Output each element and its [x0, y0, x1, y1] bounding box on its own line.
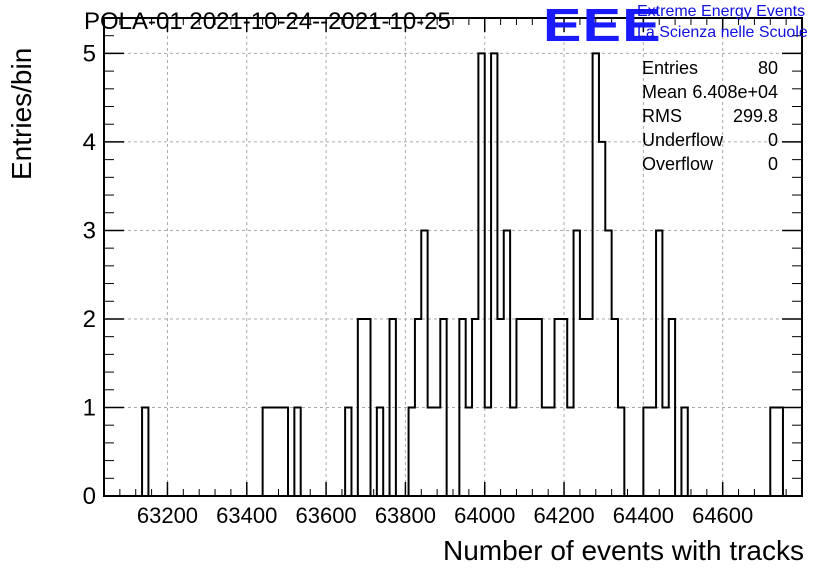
- histogram-bin: [662, 407, 668, 496]
- histogram-bin: [548, 407, 554, 496]
- stat-row-mean: Mean 6.408e+04: [642, 82, 778, 106]
- stat-value: 0: [767, 130, 778, 150]
- stat-name: RMS: [642, 106, 682, 126]
- y-tick-label: 1: [83, 394, 96, 421]
- y-axis-label: Entries/bin: [6, 47, 37, 180]
- stat-row-entries: Entries 80: [642, 58, 778, 82]
- histogram-bin: [567, 407, 573, 496]
- x-tick-label: 64000: [454, 503, 515, 528]
- x-tick-label: 63600: [295, 503, 356, 528]
- histogram-outline: [141, 52, 784, 496]
- x-tick-label: 63800: [375, 503, 436, 528]
- histogram-bin: [434, 407, 440, 496]
- tick-labels: 63200 63400 63600 63800 64000 64200 64400 64600…: [83, 40, 754, 528]
- x-tick-label: 63200: [137, 503, 198, 528]
- brand-line-1: Extreme Energy Events: [637, 3, 806, 20]
- y-tick-label: 3: [83, 217, 96, 244]
- y-tick-label: 0: [83, 483, 96, 510]
- histogram-bin: [542, 407, 548, 496]
- chart-title: POLA-01 2021-10-24--2021-10-25: [84, 8, 451, 35]
- stat-name: Overflow: [642, 154, 714, 174]
- x-tick-label: 63400: [216, 503, 277, 528]
- brand-line-2: La Scienza nelle Scuole: [637, 24, 808, 41]
- plot-frame: [103, 17, 803, 497]
- stat-name: Entries: [642, 58, 699, 78]
- stat-row-underflow: Underflow 0: [642, 130, 778, 154]
- eee-logo: EEE: [543, 0, 662, 51]
- x-tick-label: 64200: [533, 503, 594, 528]
- stat-row-rms: RMS 299.8: [642, 106, 778, 130]
- histogram-bin: [428, 407, 434, 496]
- x-tick-label: 64400: [613, 503, 674, 528]
- stat-name: Mean: [642, 82, 688, 102]
- stat-row-overflow: Overflow 0: [642, 154, 778, 178]
- y-tick-label: 5: [83, 40, 96, 67]
- x-axis-label: Number of events with tracks: [442, 535, 804, 566]
- histogram-bin: [466, 407, 472, 496]
- stat-value: 6.408e+04: [692, 82, 778, 102]
- histogram-bin: [269, 407, 275, 496]
- y-tick-label: 4: [83, 129, 96, 156]
- axis-ticks: [103, 18, 802, 497]
- histogram-bin: [650, 407, 656, 496]
- histogram-bin: [275, 407, 281, 496]
- stat-value: 299.8: [732, 106, 778, 126]
- histogram-bin: [485, 407, 491, 496]
- stat-name: Underflow: [642, 130, 724, 150]
- histogram-bin: [510, 407, 516, 496]
- stats-box: Entries 80 Mean 6.408e+04 RMS 299.8 Unde…: [642, 58, 778, 178]
- stat-value: 80: [757, 58, 778, 78]
- stat-value: 0: [767, 154, 778, 174]
- x-tick-label: 64600: [692, 503, 753, 528]
- y-tick-label: 2: [83, 306, 96, 333]
